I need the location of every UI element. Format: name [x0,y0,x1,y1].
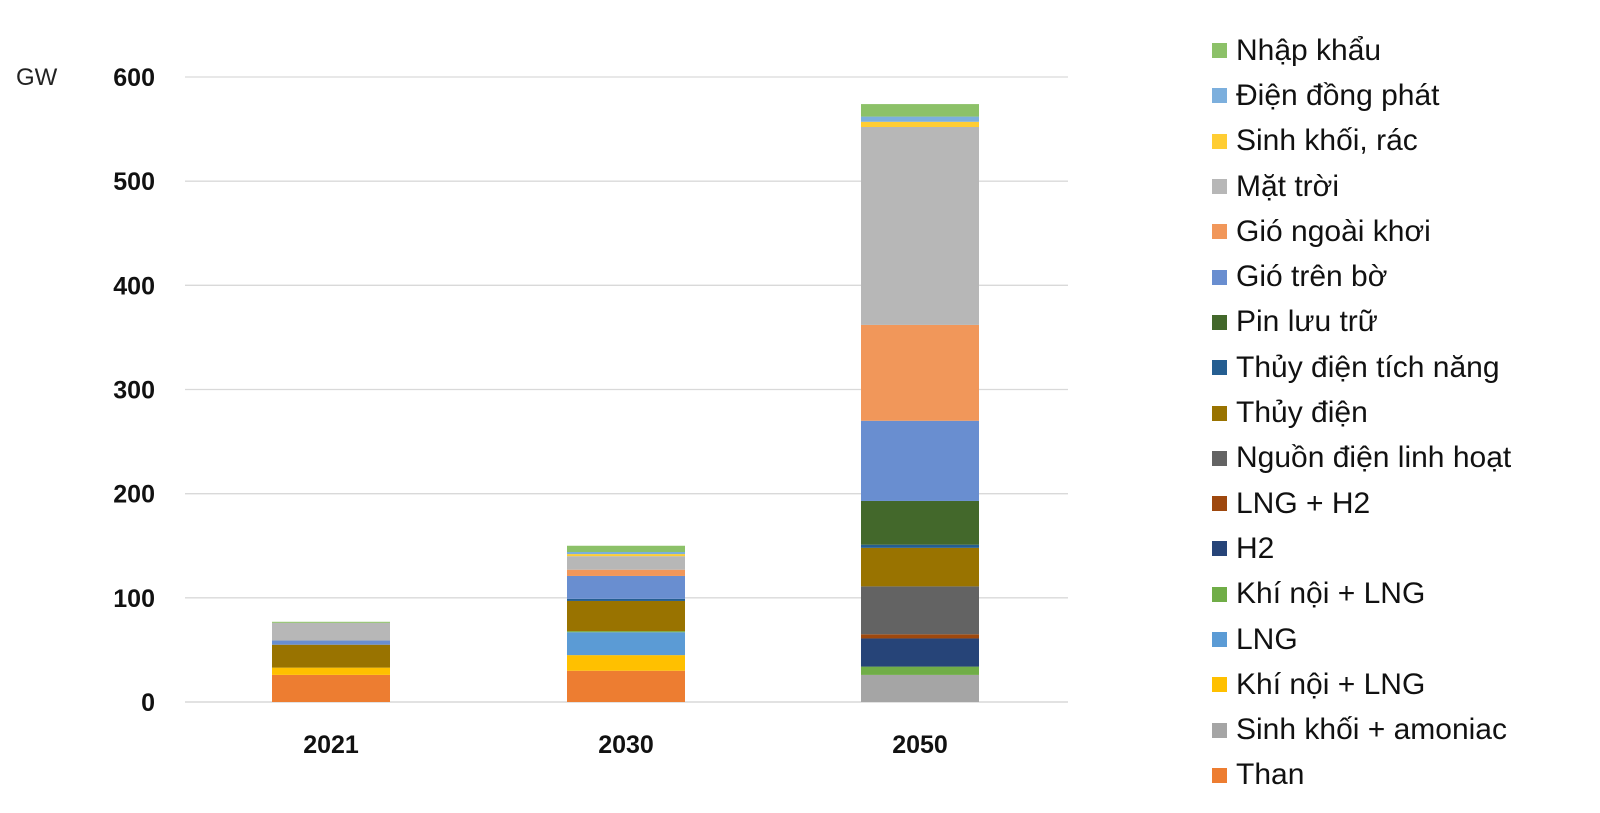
bar-segment [861,127,979,325]
bar-segment [861,674,979,702]
legend-label: LNG [1236,622,1298,656]
legend-swatch [1212,405,1227,421]
legend-item: Than [1212,753,1511,798]
legend-label: Than [1236,758,1305,792]
legend-label: LNG + H2 [1236,486,1371,520]
legend-label: Sinh khối, rác [1236,124,1418,158]
bar-segment [567,670,685,702]
y-tick-labels: 0 100 200 300 400 500 600 [113,64,155,717]
bar-segment [272,644,390,668]
bar-segment [567,554,685,557]
legend-label: Nhập khẩu [1236,33,1382,67]
legend-swatch [1212,269,1227,285]
bar-segment [567,575,685,599]
bar-segment [272,622,390,641]
x-tick-labels: 2021 2030 2050 [303,731,948,759]
bar-segment [861,634,979,639]
legend-swatch [1212,179,1227,195]
bar-segment [567,632,685,656]
bar-segment [272,640,390,645]
legend-item: Thủy điện tích năng [1212,345,1511,390]
bar-segment [567,600,685,632]
bar-segment [567,556,685,570]
legend-item: H2 [1212,526,1511,571]
legend-label: Gió ngoài khơi [1236,214,1431,248]
legend-swatch [1212,224,1227,240]
legend-swatch [1212,722,1227,738]
legend-label: Pin lưu trữ [1236,305,1378,339]
legend-swatch [1212,360,1227,376]
bar-segment [861,547,979,587]
bar-segment [861,420,979,501]
bar-segment [567,552,685,555]
y-tick-label: 500 [113,168,155,196]
y-tick-label: 400 [113,272,155,300]
legend-swatch [1212,541,1227,557]
legend-label: Thủy điện tích năng [1236,350,1500,384]
x-tick-label: 2050 [892,731,948,759]
bar-segment [567,655,685,671]
legend-swatch [1212,133,1227,149]
bar-segment [861,104,979,117]
legend-label: Nguồn điện linh hoạt [1236,441,1512,475]
legend-item: Sinh khối + amoniac [1212,707,1511,752]
bar-segment [861,121,979,127]
legend-swatch [1212,677,1227,693]
legend-item: LNG [1212,617,1511,662]
legend-swatch [1212,496,1227,512]
legend-item: Gió ngoài khơi [1212,209,1511,254]
legend-item: Khí nội + LNG [1212,572,1511,617]
bar-segment [567,569,685,576]
bar-segment [272,621,390,623]
legend-swatch [1212,450,1227,466]
legend-swatch [1212,586,1227,602]
bar-segment [567,545,685,552]
legend-swatch [1212,632,1227,647]
legend-item: Điện đồng phát [1212,73,1511,118]
bar-segment [272,674,390,702]
legend-swatch [1212,43,1227,59]
bar-segment [861,116,979,122]
y-tick-label: 0 [141,689,155,717]
legend-item: Mặt trời [1212,164,1511,209]
bar-segment [861,500,979,545]
legend-item: Nhập khẩu [1212,28,1511,73]
x-tick-label: 2021 [303,731,359,759]
y-axis-label: GW [16,64,58,91]
legend-item: Pin lưu trữ [1212,300,1511,345]
legend-swatch [1212,767,1227,783]
y-tick-label: 300 [113,377,155,405]
bar-segment [861,324,979,421]
bar-segment [861,666,979,675]
legend-item: LNG + H2 [1212,481,1511,526]
legend-item: Khí nội + LNG [1212,662,1511,707]
bar-segment [272,667,390,675]
legend-item: Nguồn điện linh hoạt [1212,436,1511,481]
legend-label: Mặt trời [1236,169,1340,203]
legend-item: Gió trên bờ [1212,254,1511,299]
bar-segment [861,638,979,667]
legend-label: Khí nội + LNG [1236,667,1426,701]
bar-segment [861,586,979,635]
legend-swatch [1212,88,1227,104]
legend-label: Điện đồng phát [1236,78,1440,112]
bars [272,104,979,702]
bar-segment [567,631,685,633]
y-tick-label: 100 [113,585,155,613]
y-tick-label: 600 [113,64,155,92]
legend-item: Sinh khối, rác [1212,119,1511,164]
bar-segment [861,544,979,548]
legend-swatch [1212,314,1227,330]
bar-segment [567,598,685,601]
y-tick-label: 200 [113,481,155,509]
x-tick-label: 2030 [598,731,654,759]
legend-label: Khí nội + LNG [1236,577,1426,611]
legend-label: Sinh khối + amoniac [1236,713,1507,747]
legend-item: Thủy điện [1212,390,1511,435]
legend-label: Thủy điện [1236,396,1368,430]
legend-label: H2 [1236,531,1275,565]
legend-label: Gió trên bờ [1236,260,1388,294]
legend: Nhập khẩu Điện đồng phát Sinh khối, rác Mặt… [1212,28,1511,798]
